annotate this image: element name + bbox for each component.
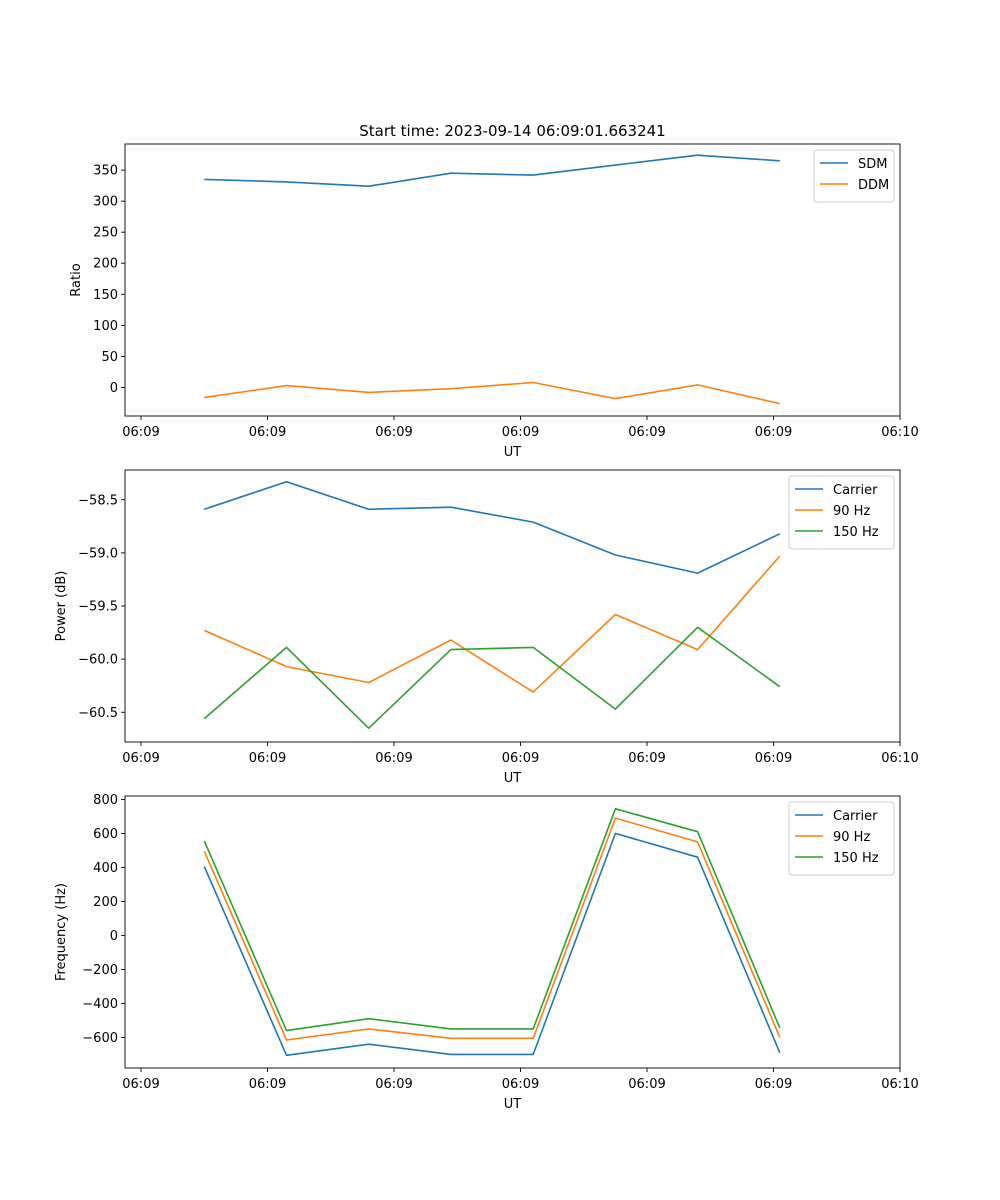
y-tick-label: −58.5	[78, 493, 118, 508]
y-axis-label: Ratio	[69, 263, 84, 296]
series-line-sdm	[204, 154, 780, 187]
y-tick-label: 100	[93, 319, 118, 334]
y-tick-label: 0	[110, 929, 118, 944]
x-tick-label: 06:09	[755, 1077, 792, 1092]
x-tick-label: 06:09	[375, 751, 412, 766]
legend-label: Carrier	[833, 483, 878, 498]
y-tick-label: −60.5	[78, 706, 118, 721]
chart-panel-3: 06:09 06:09 06:09 06:09 06:09 06:09 06:10 −600 −…	[54, 793, 919, 1112]
x-axis-label: UT	[504, 1097, 522, 1112]
legend-label: 90 Hz	[833, 830, 870, 845]
legend-label: SDM	[858, 157, 887, 172]
legend-label: DDM	[858, 178, 889, 193]
x-tick-label: 06:09	[375, 425, 412, 440]
y-axis-label: Frequency (Hz)	[54, 883, 69, 981]
y-tick-label: −400	[82, 997, 118, 1012]
x-tick-label: 06:10	[881, 1077, 918, 1092]
y-tick-label: 250	[93, 226, 118, 241]
x-tick-label: 06:09	[249, 751, 286, 766]
y-tick-label: 150	[93, 288, 118, 303]
x-tick-label: 06:09	[122, 751, 159, 766]
y-tick-label: 200	[93, 257, 118, 272]
y-tick-label: 200	[93, 895, 118, 910]
y-tick-label: 0	[110, 381, 118, 396]
x-tick-label: 06:09	[755, 425, 792, 440]
x-tick-label: 06:10	[881, 751, 918, 766]
x-tick-label: 06:09	[628, 1077, 665, 1092]
y-tick-label: 600	[93, 827, 118, 842]
legend: SDM DDM	[813, 149, 895, 203]
chart-panel-1: 06:09 06:09 06:09 06:09 06:09 06:09 06:10 0 50 10…	[69, 143, 919, 460]
y-tick-label: −200	[82, 963, 118, 978]
series-line-150-hz	[203, 807, 781, 1032]
x-tick-label: 06:09	[502, 751, 539, 766]
series-line-150-hz	[203, 626, 781, 730]
series-line-90-hz	[203, 555, 781, 693]
legend-label: 150 Hz	[833, 851, 879, 866]
x-tick-label: 06:09	[502, 425, 539, 440]
legend-label: Carrier	[833, 809, 878, 824]
axes-frame	[124, 143, 901, 417]
y-tick-label: 50	[101, 350, 118, 365]
legend-label: 90 Hz	[833, 504, 870, 519]
y-axis-label: Power (dB)	[54, 571, 69, 642]
x-tick-label: 06:09	[628, 751, 665, 766]
series-line-ddm	[204, 381, 780, 405]
series-line-carrier	[204, 480, 781, 574]
x-tick-label: 06:09	[122, 1077, 159, 1092]
x-axis-label: UT	[504, 771, 522, 786]
y-tick-label: −59.0	[78, 546, 118, 561]
x-tick-label: 06:10	[881, 425, 918, 440]
chart-panel-2: 06:09 06:09 06:09 06:09 06:09 06:09 06:10 −60.5…	[54, 469, 919, 786]
y-tick-label: −600	[82, 1031, 118, 1046]
y-tick-label: 350	[93, 164, 118, 179]
x-tick-label: 06:09	[249, 1077, 286, 1092]
y-tick-label: 300	[93, 195, 118, 210]
figure-title: Start time: 2023-09-14 06:09:01.663241	[359, 122, 665, 140]
y-tick-label: −60.0	[78, 653, 118, 668]
legend: Carrier 90 Hz 150 Hz	[788, 475, 895, 550]
series-line-carrier	[203, 832, 781, 1057]
x-axis-label: UT	[504, 445, 522, 460]
x-tick-label: 06:09	[375, 1077, 412, 1092]
series-line-90-hz	[203, 817, 781, 1041]
y-tick-label: −59.5	[78, 600, 118, 615]
x-tick-label: 06:09	[122, 425, 159, 440]
legend-label: 150 Hz	[833, 525, 879, 540]
x-tick-label: 06:09	[249, 425, 286, 440]
x-tick-label: 06:09	[755, 751, 792, 766]
legend: Carrier 90 Hz 150 Hz	[788, 801, 895, 876]
panels: 06:09 06:09 06:09 06:09 06:09 06:09 06:10 0 50 10…	[54, 143, 919, 1112]
x-tick-label: 06:09	[628, 425, 665, 440]
y-tick-label: 800	[93, 793, 118, 808]
x-tick-label: 06:09	[502, 1077, 539, 1092]
y-tick-label: 400	[93, 861, 118, 876]
axes-frame	[124, 795, 901, 1069]
